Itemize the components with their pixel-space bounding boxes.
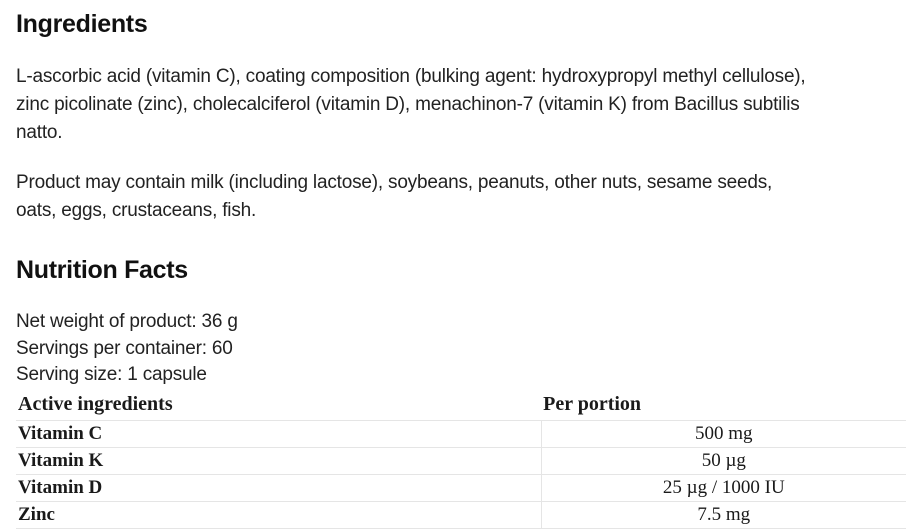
servings-per-container-line: Servings per container: 60 [16,336,906,363]
ingredient-name: Vitamin K [16,448,541,475]
serving-size-line: Serving size: 1 capsule [16,362,906,389]
ingredients-heading: Ingredients [16,10,906,39]
ingredient-name: Zinc [16,502,541,529]
ingredient-name: Vitamin C [16,421,541,448]
table-row: Vitamin C 500 mg [16,421,906,448]
table-row: Zinc 7.5 mg [16,502,906,529]
nutrition-facts-heading: Nutrition Facts [16,256,906,285]
ingredient-value: 25 µg / 1000 IU [541,475,906,502]
net-weight-line: Net weight of product: 36 g [16,309,906,336]
allergen-warning-paragraph: Product may contain milk (including lact… [16,169,816,225]
col-header-per-portion: Per portion [541,391,906,421]
ingredient-value: 500 mg [541,421,906,448]
ingredient-name: Vitamin D [16,475,541,502]
nutrition-table: Active ingredients Per portion Vitamin C… [16,391,906,529]
nutrition-info-block: Net weight of product: 36 g Servings per… [16,309,906,390]
table-row: Vitamin K 50 µg [16,448,906,475]
ingredient-value: 7.5 mg [541,502,906,529]
table-row: Vitamin D 25 µg / 1000 IU [16,475,906,502]
ingredient-value: 50 µg [541,448,906,475]
ingredients-paragraph: L-ascorbic acid (vitamin C), coating com… [16,63,816,147]
col-header-active-ingredients: Active ingredients [16,391,541,421]
table-header-row: Active ingredients Per portion [16,391,906,421]
